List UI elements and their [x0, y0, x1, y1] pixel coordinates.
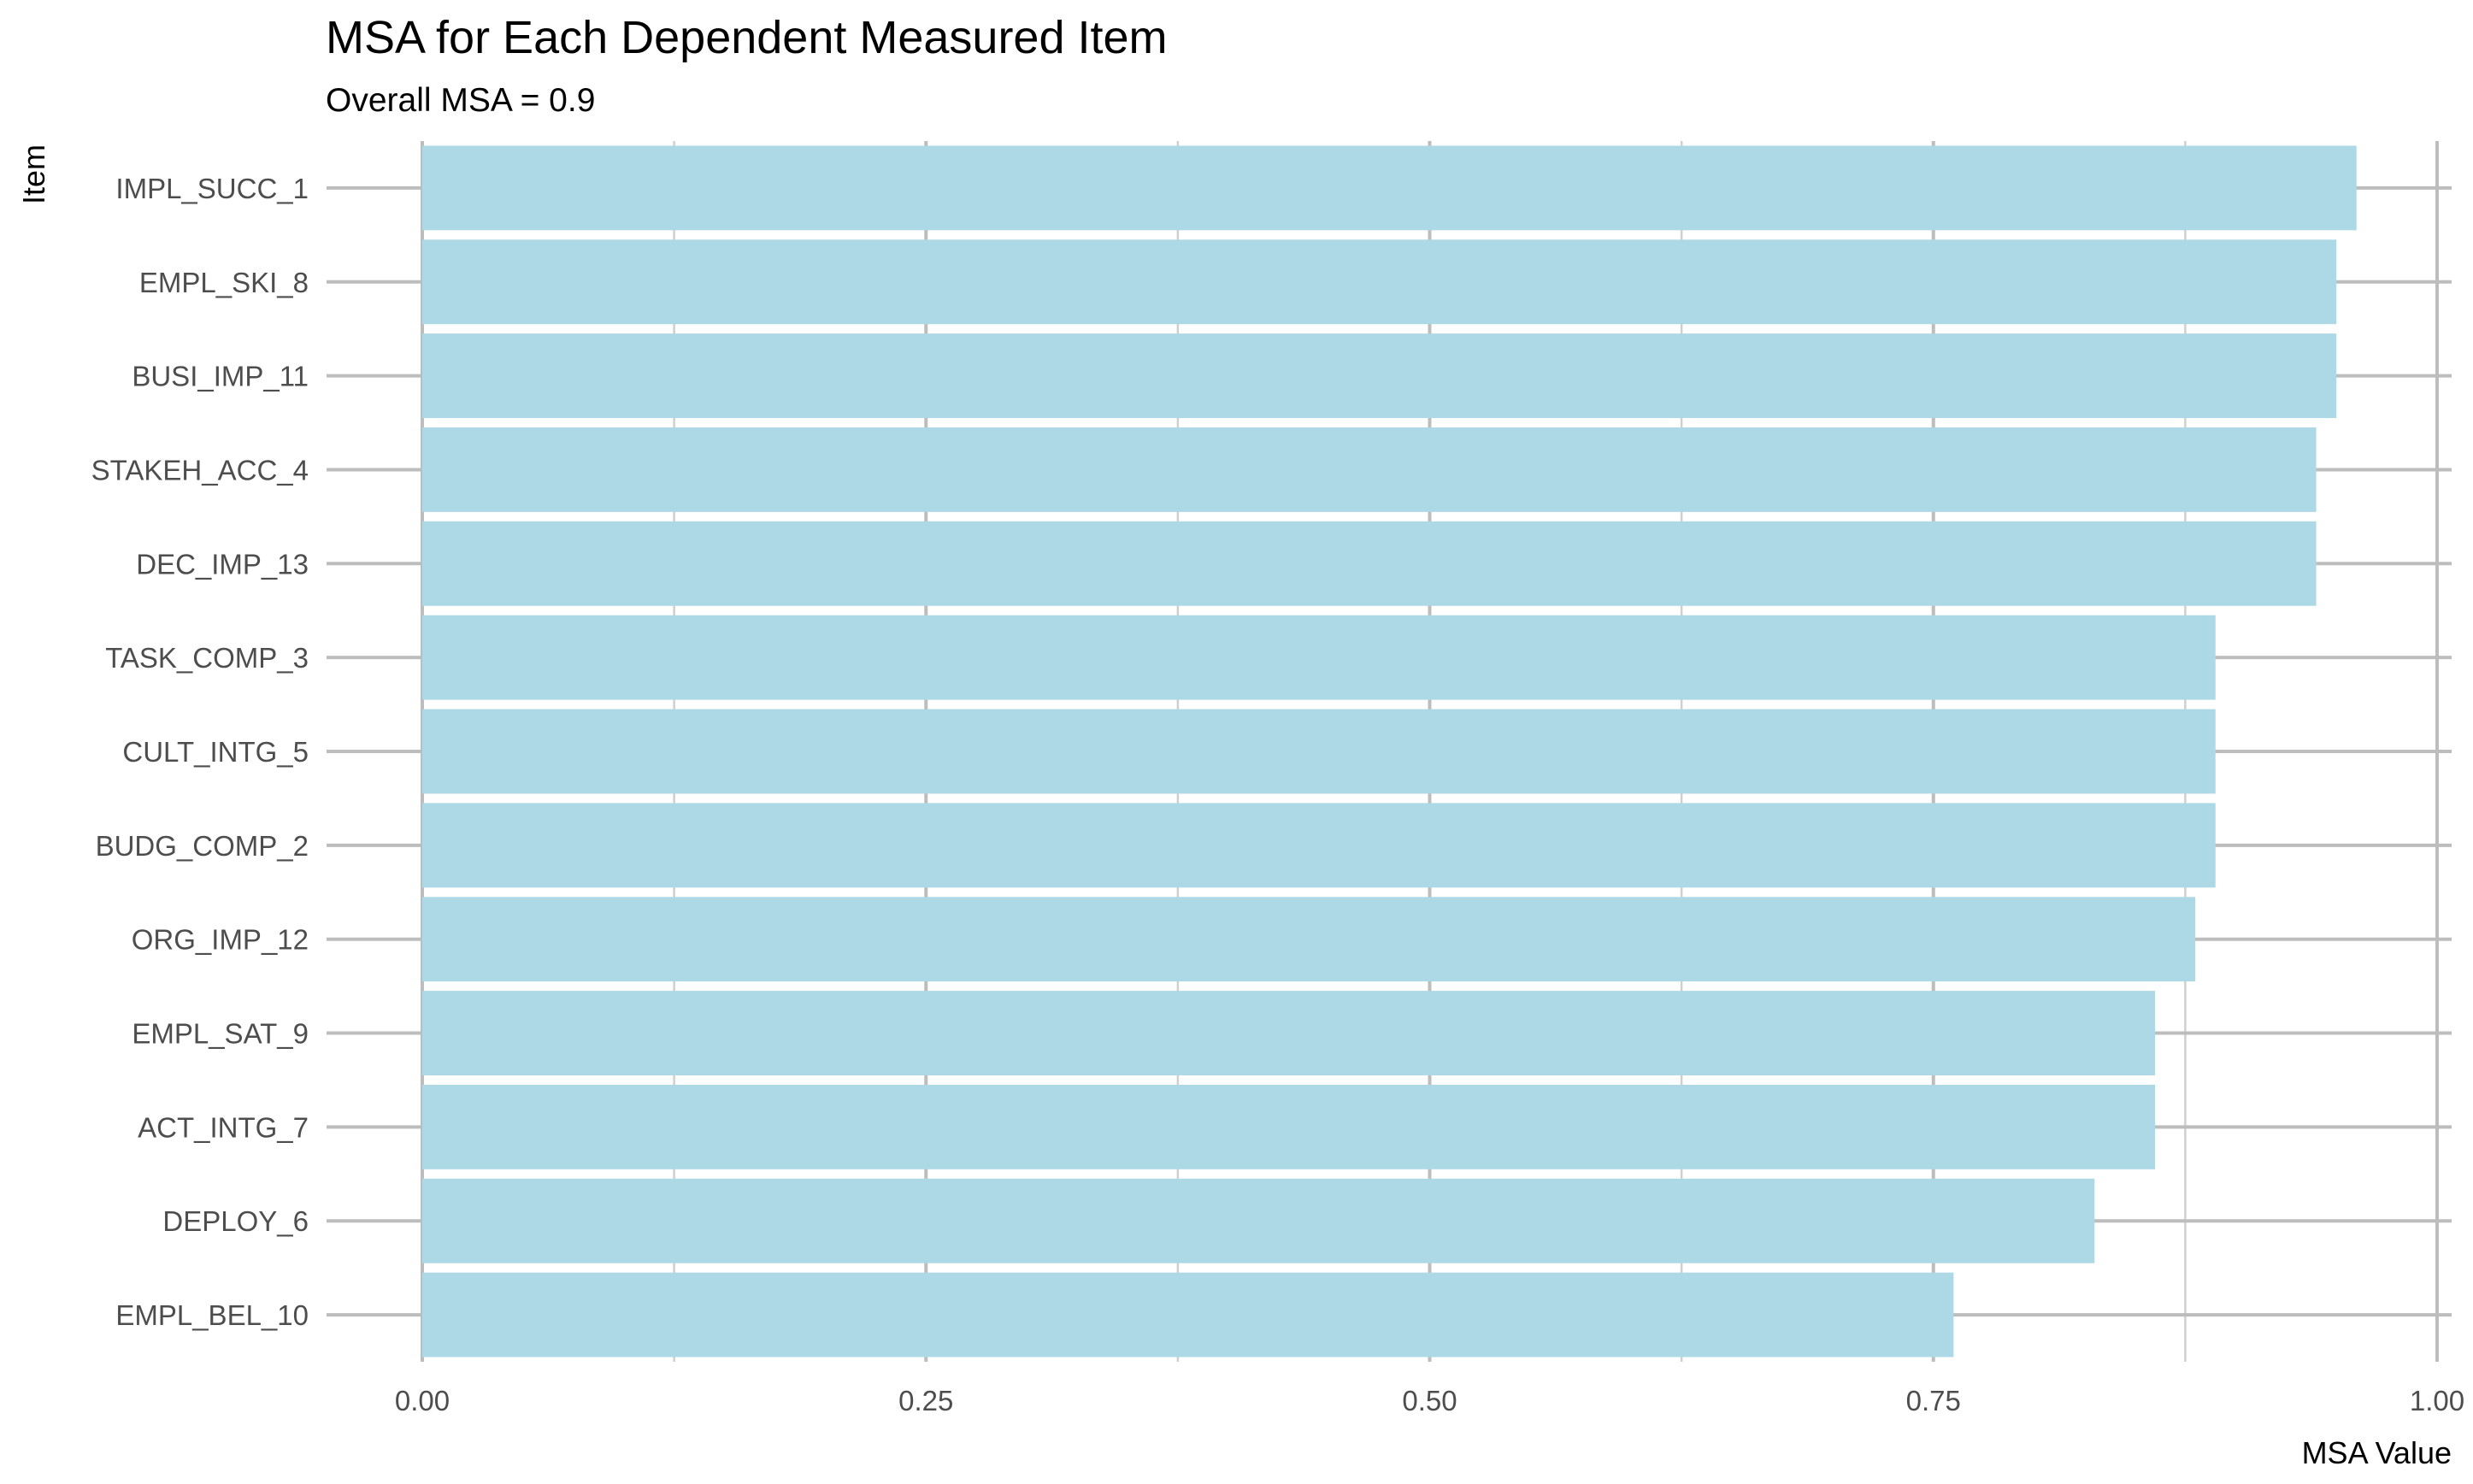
- y-tick-label: STAKEH_ACC_4: [91, 454, 309, 486]
- x-tick-label: 0.00: [395, 1385, 450, 1416]
- y-tick-label: TASK_COMP_3: [105, 642, 309, 674]
- y-tick-label: ACT_INTG_7: [138, 1111, 309, 1143]
- bar: [422, 239, 2337, 325]
- bar: [422, 991, 2156, 1075]
- x-tick-label: 1.00: [2410, 1385, 2464, 1416]
- bar: [422, 897, 2196, 982]
- x-tick-label: 0.50: [1402, 1385, 1457, 1416]
- y-tick-label: EMPL_SKI_8: [139, 267, 309, 298]
- y-tick-label: BUSI_IMP_11: [132, 361, 309, 392]
- y-tick-label: CULT_INTG_5: [122, 736, 309, 768]
- bar: [422, 1178, 2095, 1263]
- y-tick-label: DEPLOY_6: [162, 1205, 309, 1237]
- y-tick-label: EMPL_SAT_9: [132, 1018, 309, 1050]
- bar: [422, 803, 2216, 888]
- y-tick-label: DEC_IMP_13: [136, 548, 309, 580]
- y-tick-label: EMPL_BEL_10: [115, 1299, 309, 1331]
- y-axis-title: Item: [16, 144, 51, 204]
- chart-title: MSA for Each Dependent Measured Item: [326, 12, 1168, 63]
- bars: [422, 145, 2357, 1357]
- x-tick-label: 0.75: [1906, 1385, 1961, 1416]
- bar: [422, 145, 2357, 231]
- bar: [422, 427, 2317, 512]
- x-axis-title: MSA Value: [2302, 1435, 2452, 1470]
- y-tick-label: BUDG_COMP_2: [96, 830, 309, 862]
- bar: [422, 615, 2216, 700]
- x-tick-labels: 0.00 0.25 0.50 0.75 1.00: [395, 1385, 2464, 1416]
- bar: [422, 1084, 2156, 1169]
- bar: [422, 709, 2216, 794]
- bar: [422, 333, 2337, 419]
- x-tick-label: 0.25: [898, 1385, 953, 1416]
- y-tick-label: IMPL_SUCC_1: [115, 173, 309, 204]
- y-tick-labels: IMPL_SUCC_1 EMPL_SKI_8 BUSI_IMP_11 STAKEH_A…: [91, 173, 309, 1331]
- bar: [422, 521, 2317, 606]
- bar: [422, 1272, 1954, 1357]
- chart-subtitle: Overall MSA = 0.9: [326, 82, 595, 119]
- y-tick-label: ORG_IMP_12: [132, 924, 309, 956]
